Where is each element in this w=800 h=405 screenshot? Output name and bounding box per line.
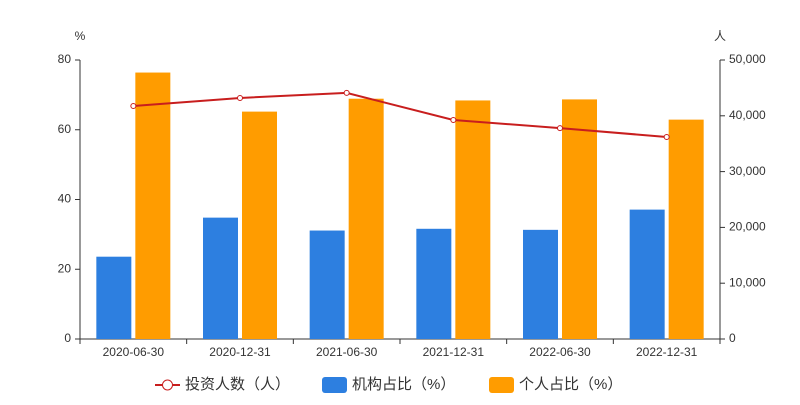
bar	[668, 119, 704, 339]
y2-tick-label: 30,000	[729, 164, 766, 178]
y-tick-label: 60	[58, 122, 72, 136]
y-tick-label: 40	[58, 192, 72, 206]
y2-tick-label: 10,000	[729, 275, 766, 289]
line-point	[663, 134, 670, 141]
bar	[96, 256, 132, 339]
y2-tick-label: 0	[729, 331, 736, 345]
x-tick-label: 2021-06-30	[316, 345, 378, 359]
legend-label: 机构占比（%）	[352, 376, 455, 393]
legend-swatch	[162, 379, 173, 391]
bar	[348, 98, 384, 340]
line-point	[343, 89, 350, 96]
bar	[309, 230, 345, 339]
y2-tick-label: 40,000	[729, 108, 766, 122]
bar	[135, 72, 171, 340]
line	[133, 91, 667, 139]
bar	[203, 217, 238, 339]
x-tick-label: 2020-06-30	[103, 345, 165, 359]
y2-tick-label: 20,000	[729, 220, 766, 234]
bar	[523, 229, 558, 339]
bar	[562, 99, 597, 339]
x-tick-label: 2022-12-31	[636, 345, 698, 359]
y-axis-label: %	[75, 29, 86, 43]
legend-swatch	[322, 377, 347, 393]
bar	[242, 111, 277, 340]
y-tick-label: 20	[58, 261, 72, 275]
bar	[416, 228, 452, 339]
line-point	[557, 125, 563, 132]
bar	[629, 209, 665, 339]
x-tick-label: 2020-12-31	[209, 345, 271, 359]
x-tick-label: 2021-12-31	[423, 345, 485, 359]
y2-axis-label: 人	[714, 29, 726, 43]
line-point	[130, 103, 137, 110]
legend-label: 个人占比（%）	[519, 376, 622, 393]
y-tick-label: 80	[58, 52, 72, 66]
legend-swatch	[489, 377, 514, 393]
y2-tick-label: 50,000	[729, 52, 766, 66]
line-point	[450, 116, 457, 123]
x-tick-label: 2022-06-30	[529, 345, 591, 359]
bar	[455, 100, 491, 339]
line-point	[237, 94, 243, 101]
y-tick-label: 0	[64, 331, 71, 345]
legend-label: 投资人数（人）	[185, 376, 290, 393]
